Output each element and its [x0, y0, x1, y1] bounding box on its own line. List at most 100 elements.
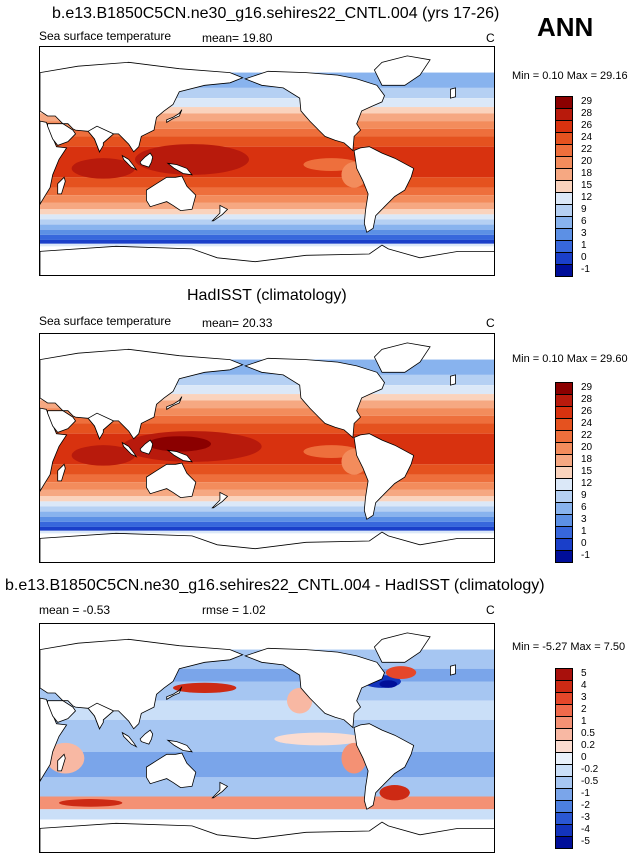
- panel1-minmax: Min = 0.10 Max = 29.16: [512, 70, 628, 82]
- sst-band: [40, 87, 494, 99]
- diff-band: [40, 809, 494, 820]
- panel2-colorbar: 29 28 26 24 22 20 18 15 12 9 6 3 1 0 -1: [555, 382, 592, 563]
- colorbar-swatch: [555, 454, 573, 467]
- colorbar-label: -2: [581, 800, 590, 811]
- panel2-field: Sea surface temperature: [39, 314, 172, 328]
- sst-band: [40, 243, 494, 247]
- land-india: [87, 412, 115, 440]
- colorbar-label: 1: [581, 240, 587, 251]
- land-new-guinea: [166, 739, 193, 753]
- diff-band: [40, 796, 494, 810]
- colorbar-label: 0.2: [581, 740, 595, 751]
- colorbar-swatch: [555, 430, 573, 443]
- land-s-america: [353, 723, 415, 810]
- panel1-field: Sea surface temperature: [39, 29, 172, 43]
- colorbar-label: -5: [581, 836, 590, 847]
- panel1-mean: mean= 19.80: [202, 31, 273, 45]
- land-nz: [211, 204, 229, 222]
- colorbar-label: 0: [581, 252, 587, 263]
- colorbar-label: 3: [581, 514, 587, 525]
- colorbar-label: 15: [581, 180, 593, 191]
- land-uk: [449, 374, 456, 386]
- land-n-america: [244, 70, 385, 152]
- land-s-america: [353, 146, 415, 233]
- colorbar-label: -1: [581, 550, 590, 561]
- land-arabia: [47, 123, 77, 146]
- land-sumatra: [121, 441, 138, 458]
- land-antarctica: [40, 531, 494, 562]
- land-antarctica: [40, 244, 494, 275]
- colorbar-swatch: [555, 192, 573, 205]
- sst-band: [40, 234, 494, 240]
- land-greenland: [373, 342, 431, 373]
- colorbar-label: 0.5: [581, 728, 595, 739]
- colorbar-label: 6: [581, 502, 587, 513]
- panel3-title: b.e13.B1850C5CN.ne30_g16.sehires22_CNTL.…: [5, 577, 545, 594]
- colorbar-label: 6: [581, 216, 587, 227]
- sst-band: [40, 107, 494, 114]
- sst-band: [40, 400, 494, 409]
- colorbar-label: 4: [581, 680, 587, 691]
- colorbar-label: 9: [581, 490, 587, 501]
- colorbar-label: 12: [581, 192, 593, 203]
- indian-warm: [71, 445, 135, 466]
- land-greenland: [373, 55, 431, 86]
- sst-band: [40, 415, 494, 424]
- colorbar-swatch: [555, 96, 573, 109]
- panel2-map: [39, 333, 495, 563]
- colorbar-label: 18: [581, 168, 593, 179]
- land-madagascar: [57, 463, 66, 482]
- warm-pool: [135, 144, 249, 175]
- land-n-america: [244, 647, 385, 729]
- colorbar-label: 29: [581, 96, 593, 107]
- colorbar-swatch: [555, 550, 573, 563]
- colorbar-swatch: [555, 740, 573, 753]
- colorbar-swatch: [555, 490, 573, 503]
- colorbar-label: -3: [581, 812, 590, 823]
- panel3-rmse: rmse = 1.02: [202, 603, 266, 617]
- colorbar-label: 24: [581, 132, 593, 143]
- land-australia: [146, 175, 197, 212]
- sst-band: [40, 209, 494, 215]
- colorbar-swatch: [555, 144, 573, 157]
- panel1-colorbar: 29 28 26 24 22 20 18 15 12 9 6 3 1 0 -1: [555, 96, 592, 277]
- sst-band: [40, 423, 494, 434]
- kuroshio-warm-bias: [173, 682, 237, 693]
- land-borneo: [139, 729, 154, 745]
- colorbar-label: 3: [581, 692, 587, 703]
- land-s-america: [353, 433, 415, 520]
- diff-band: [40, 777, 494, 797]
- sst-band: [40, 202, 494, 210]
- colorbar-swatch: [555, 132, 573, 145]
- season-label: ANN: [537, 12, 594, 42]
- colorbar-swatch: [555, 776, 573, 789]
- colorbar-swatch: [555, 394, 573, 407]
- panel2-units: C: [486, 316, 495, 330]
- sst-band: [40, 136, 494, 147]
- colorbar-label: 26: [581, 406, 593, 417]
- colorbar-swatch: [555, 478, 573, 491]
- colorbar-label: 2: [581, 704, 587, 715]
- gulf-stream-core: [379, 680, 398, 688]
- land-sumatra: [121, 154, 138, 171]
- colorbar-label: 26: [581, 120, 593, 131]
- sst-band: [40, 408, 494, 416]
- land-sumatra: [121, 731, 138, 748]
- land-antarctica: [40, 821, 494, 852]
- land-arabia: [47, 700, 77, 723]
- colorbar-swatch: [555, 526, 573, 539]
- colorbar-label: 18: [581, 454, 593, 465]
- colorbar-label: 0: [581, 538, 587, 549]
- colorbar-label: 22: [581, 144, 593, 155]
- sst-band: [40, 374, 494, 386]
- land-japan: [166, 686, 183, 701]
- diff-band: [40, 719, 494, 752]
- land-nz: [211, 491, 229, 509]
- sst-band: [40, 187, 494, 196]
- colorbar-label: -1: [581, 264, 590, 275]
- colorbar-swatch: [555, 812, 573, 825]
- colorbar-swatch: [555, 180, 573, 193]
- diff-band: [40, 751, 494, 778]
- colorbar-label: -1: [581, 788, 590, 799]
- panel2-title: HadISST (climatology): [187, 287, 347, 304]
